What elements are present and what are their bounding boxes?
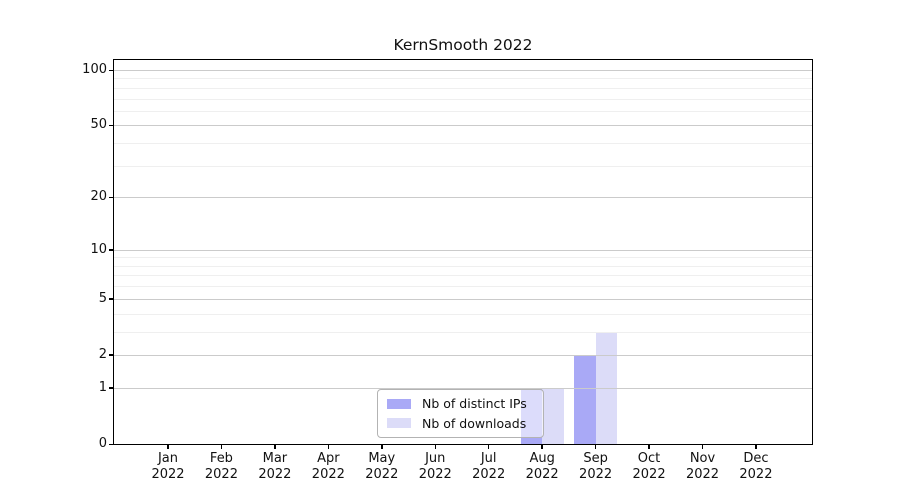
x-tick [434, 444, 436, 449]
x-tick-month: Jun [425, 451, 446, 466]
x-tick-year: 2022 [151, 467, 185, 482]
y-tick [109, 69, 114, 71]
x-tick-label: Aug 2022 [502, 451, 582, 483]
x-tick-label: Mar 2022 [235, 451, 315, 483]
x-tick-month: May [368, 451, 396, 466]
bar-sep-ips [574, 354, 596, 444]
y-tick-label: 100 [82, 62, 107, 77]
x-tick-month: Jul [480, 451, 497, 466]
x-tick-label: Nov 2022 [663, 451, 743, 483]
x-tick-year: 2022 [525, 467, 559, 482]
x-tick [755, 444, 757, 449]
legend: Nb of distinct IPs Nb of downloads [377, 389, 544, 438]
x-tick-month: Jan [157, 451, 179, 466]
x-tick-month: Aug [529, 451, 555, 466]
x-tick-year: 2022 [204, 467, 238, 482]
x-tick [220, 444, 223, 449]
x-tick [594, 444, 597, 449]
x-tick-year: 2022 [685, 467, 720, 482]
y-tick [109, 354, 114, 356]
x-tick [167, 444, 169, 449]
legend-swatch [387, 398, 411, 409]
x-tick-month: Apr [317, 451, 340, 466]
legend-entry: Nb of distinct IPs [387, 396, 543, 411]
x-tick [327, 444, 330, 449]
legend-label: Nb of downloads [422, 415, 527, 431]
legend-swatch [387, 418, 411, 429]
x-tick-year: 2022 [632, 467, 666, 482]
x-tick-year: 2022 [258, 467, 292, 482]
x-tick-year: 2022 [418, 467, 452, 482]
x-tick [381, 444, 383, 449]
y-tick-label: 5 [98, 290, 107, 306]
y-tick [109, 443, 114, 445]
y-tick [109, 387, 114, 389]
y-tick-label: 20 [90, 189, 107, 205]
x-tick-year: 2022 [739, 467, 773, 482]
legend-label: Nb of distinct IPs [422, 396, 527, 412]
y-tick [109, 196, 114, 199]
x-tick [701, 444, 704, 449]
bar-aug-downloads [542, 387, 564, 444]
x-tick-month: Mar [262, 451, 288, 466]
x-tick [274, 444, 276, 449]
x-tick-year: 2022 [579, 467, 613, 482]
bars-layer [114, 60, 812, 444]
x-tick-label: Jul 2022 [449, 451, 529, 483]
x-tick-year: 2022 [472, 467, 506, 482]
x-tick-year: 2022 [365, 467, 399, 482]
x-tick-label: Apr 2022 [288, 451, 368, 483]
x-tick-label: Oct 2022 [609, 451, 689, 483]
y-tick [109, 298, 114, 300]
x-tick-month: Nov [689, 451, 716, 466]
x-tick-month: Dec [743, 451, 769, 466]
x-tick-month: Oct [637, 451, 661, 466]
bar-sep-downloads [595, 331, 618, 444]
y-tick-label: 2 [98, 346, 107, 362]
x-tick [648, 444, 650, 449]
x-tick [487, 444, 490, 449]
x-tick-label: Jan 2022 [128, 451, 208, 483]
x-tick-label: Dec 2022 [716, 451, 796, 483]
y-tick-label: 0 [98, 436, 107, 451]
legend-entry: Nb of downloads [387, 416, 543, 431]
x-tick-label: Sep 2022 [556, 451, 636, 483]
x-tick-month: Sep [583, 451, 608, 466]
chart-title: KernSmooth 2022 [393, 36, 533, 54]
y-tick-label: 1 [98, 379, 107, 395]
plot-area: Nb of distinct IPs Nb of downloads [113, 59, 813, 445]
y-tick [109, 124, 114, 127]
x-tick-label: Jun 2022 [395, 451, 475, 483]
y-tick [109, 249, 114, 251]
x-tick-label: May 2022 [342, 451, 422, 483]
y-tick-label: 50 [90, 117, 107, 133]
x-tick-year: 2022 [311, 467, 345, 482]
y-tick-label: 10 [90, 241, 107, 257]
x-tick [541, 444, 543, 449]
x-tick-label: Feb 2022 [181, 451, 261, 483]
x-tick-month: Feb [209, 451, 233, 466]
